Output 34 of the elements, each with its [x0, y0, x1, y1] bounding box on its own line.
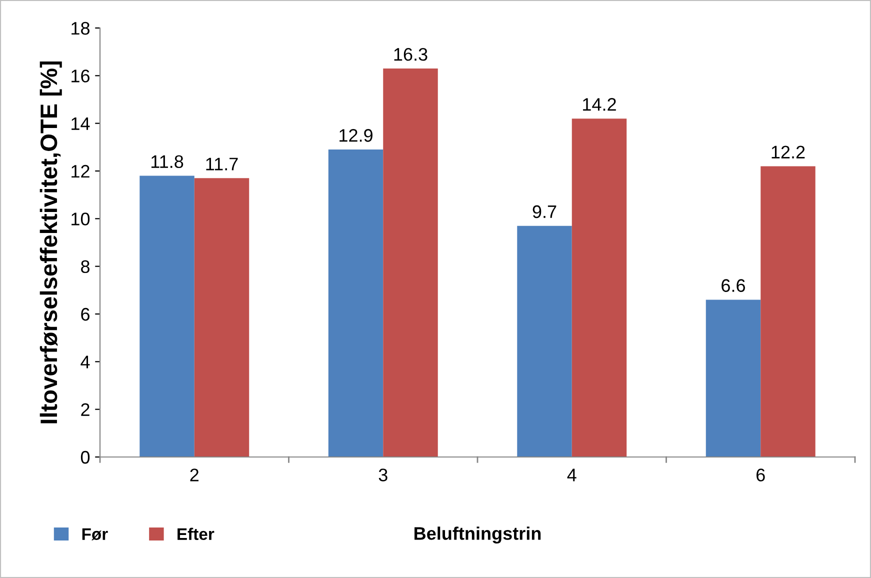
bar [572, 118, 627, 457]
y-tick-label: 10 [72, 212, 90, 226]
bar [328, 150, 384, 457]
data-label: 14.2 [583, 98, 616, 111]
bar [706, 300, 761, 457]
data-label: 6.6 [722, 279, 746, 292]
legend-label: Efter [178, 528, 214, 540]
x-tick-label: 4 [567, 468, 576, 482]
x-tick-label: 6 [756, 468, 765, 482]
data-label: 11.8 [151, 155, 184, 168]
data-label: 12.9 [340, 129, 372, 142]
bar [760, 166, 816, 457]
x-axis-title: Beluftningstrin [414, 526, 541, 544]
x-tick-label: 2 [190, 468, 198, 482]
y-tick-label: 6 [81, 308, 90, 321]
data-label: 9.7 [532, 205, 556, 218]
y-tick-label: 0 [80, 450, 90, 464]
y-axis-title: Iltoverførselseffektivitet,OTE [%] [40, 61, 62, 424]
bar [140, 176, 194, 457]
y-tick-label: 2 [81, 403, 90, 416]
bar [194, 178, 250, 457]
data-label: 16.3 [394, 48, 428, 61]
legend-label: Før [82, 528, 108, 540]
y-tick-label: 12 [72, 164, 90, 178]
y-tick-label: 16 [72, 70, 90, 82]
bar [383, 68, 438, 457]
y-tick-label: 18 [72, 22, 90, 35]
y-tick-label: 8 [81, 260, 90, 274]
bar [517, 226, 572, 457]
data-label: 11.7 [206, 158, 238, 170]
x-tick-label: 3 [378, 468, 388, 482]
y-tick-label: 14 [72, 117, 90, 130]
y-tick-label: 4 [80, 356, 90, 368]
data-label: 12.2 [772, 146, 805, 158]
